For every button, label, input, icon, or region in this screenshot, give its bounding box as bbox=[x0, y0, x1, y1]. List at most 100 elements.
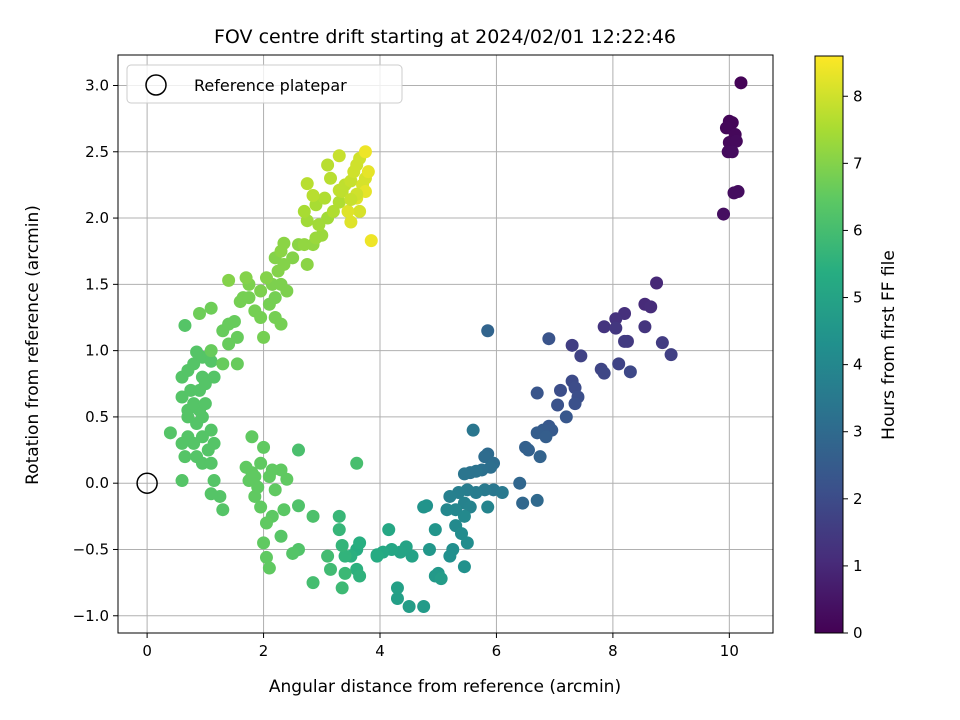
data-point bbox=[390, 581, 404, 595]
legend-label: Reference platepar bbox=[194, 76, 347, 95]
data-point bbox=[655, 336, 669, 350]
data-point bbox=[717, 207, 731, 221]
data-point bbox=[207, 474, 221, 488]
data-point bbox=[321, 158, 335, 172]
data-point bbox=[315, 228, 329, 242]
data-point bbox=[466, 423, 480, 437]
data-point bbox=[187, 397, 201, 411]
colorbar-tick-label: 7 bbox=[853, 154, 863, 172]
colorbar-label: Hours from first FF file bbox=[879, 250, 899, 440]
data-point bbox=[344, 215, 358, 229]
data-point bbox=[268, 483, 282, 497]
data-point bbox=[230, 357, 244, 371]
y-tick-label: 0.0 bbox=[85, 474, 109, 492]
data-point bbox=[338, 566, 352, 580]
data-point bbox=[178, 450, 192, 464]
data-point bbox=[727, 186, 741, 200]
data-point bbox=[417, 500, 431, 514]
data-point bbox=[274, 317, 288, 331]
data-point bbox=[254, 500, 268, 514]
data-point bbox=[338, 549, 352, 563]
data-point bbox=[204, 344, 218, 358]
data-point bbox=[350, 456, 364, 470]
data-point bbox=[612, 357, 626, 371]
data-point bbox=[618, 334, 632, 348]
data-point bbox=[551, 398, 565, 412]
data-point bbox=[280, 472, 294, 486]
data-point bbox=[262, 561, 276, 575]
reference-point-marker bbox=[136, 472, 158, 494]
data-point bbox=[358, 145, 372, 159]
data-point bbox=[254, 456, 268, 470]
data-point bbox=[623, 365, 637, 379]
data-point bbox=[553, 383, 567, 397]
x-tick-label: 0 bbox=[142, 642, 152, 660]
data-point bbox=[286, 546, 300, 560]
data-point bbox=[291, 499, 305, 513]
data-point bbox=[734, 76, 748, 90]
data-point bbox=[297, 204, 311, 218]
data-point bbox=[481, 324, 495, 338]
data-point bbox=[530, 386, 544, 400]
x-tick-label: 6 bbox=[492, 642, 502, 660]
data-point bbox=[460, 536, 474, 550]
data-point bbox=[216, 357, 230, 371]
data-point bbox=[239, 271, 253, 285]
colorbar-tick-label: 0 bbox=[853, 624, 863, 642]
data-point bbox=[513, 476, 527, 490]
data-point bbox=[390, 592, 404, 606]
data-point bbox=[248, 470, 262, 484]
data-point bbox=[568, 397, 582, 411]
data-point bbox=[222, 273, 236, 287]
data-point bbox=[230, 330, 244, 344]
data-point bbox=[274, 529, 288, 543]
colorbar: 0 1 2 3 4 5 6 7 8 Hours from first FF file bbox=[814, 55, 899, 642]
data-point bbox=[353, 536, 367, 550]
data-point bbox=[324, 171, 338, 185]
data-point bbox=[207, 370, 221, 384]
data-point bbox=[650, 276, 664, 290]
data-point bbox=[521, 443, 535, 457]
data-point bbox=[443, 549, 457, 563]
data-point bbox=[364, 234, 378, 248]
x-axis-ticks: 0 2 4 6 8 10 bbox=[142, 633, 739, 660]
data-point bbox=[370, 549, 384, 563]
data-point bbox=[422, 542, 436, 556]
data-point bbox=[443, 489, 457, 503]
data-point bbox=[259, 516, 273, 530]
y-tick-label: −0.5 bbox=[73, 540, 109, 558]
data-point bbox=[539, 430, 553, 444]
data-point bbox=[332, 149, 346, 163]
data-point bbox=[455, 527, 469, 541]
data-point bbox=[326, 204, 340, 218]
data-point bbox=[428, 523, 442, 537]
data-point bbox=[353, 204, 367, 218]
data-point bbox=[175, 474, 189, 488]
data-point bbox=[332, 523, 346, 537]
data-point bbox=[242, 291, 256, 305]
colorbar-tick-label: 1 bbox=[853, 557, 863, 575]
x-axis-label: Angular distance from reference (arcmin) bbox=[269, 677, 621, 697]
data-point bbox=[332, 509, 346, 523]
data-point bbox=[321, 549, 335, 563]
data-point bbox=[729, 134, 743, 148]
data-point bbox=[277, 503, 291, 517]
legend-box bbox=[126, 64, 403, 104]
data-point bbox=[257, 440, 271, 454]
y-tick-label: 1.5 bbox=[85, 275, 109, 293]
data-point bbox=[440, 503, 454, 517]
data-point bbox=[559, 410, 573, 424]
data-point bbox=[291, 443, 305, 457]
data-point bbox=[382, 523, 396, 537]
data-point bbox=[268, 291, 282, 305]
y-tick-label: 0.5 bbox=[85, 408, 109, 426]
data-point bbox=[565, 338, 579, 352]
y-tick-label: 1.0 bbox=[85, 342, 109, 360]
data-point bbox=[353, 569, 367, 583]
data-point bbox=[193, 307, 207, 321]
data-point bbox=[417, 599, 431, 613]
y-axis-label: Rotation from reference (arcmin) bbox=[23, 205, 43, 485]
data-point bbox=[638, 320, 652, 334]
data-point bbox=[344, 193, 358, 206]
